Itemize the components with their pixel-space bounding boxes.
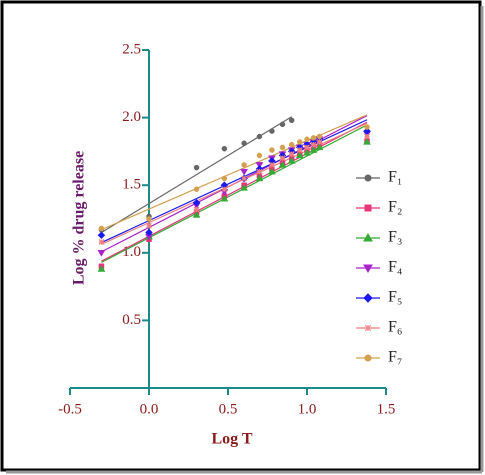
data-point — [240, 168, 249, 176]
x-tick-label: -0.5 — [58, 401, 82, 417]
legend-label: F₄ — [388, 259, 403, 276]
data-point — [279, 155, 286, 162]
data-point — [296, 147, 303, 153]
legend-marker — [364, 354, 372, 362]
legend-marker — [363, 293, 373, 303]
data-point — [241, 162, 247, 168]
data-point — [240, 183, 249, 191]
data-point — [278, 160, 287, 168]
data-point — [255, 174, 264, 182]
data-point — [145, 228, 153, 237]
data-point — [256, 152, 263, 159]
x-tick-label: 0.0 — [140, 401, 159, 417]
data-point — [256, 133, 263, 140]
trend-line — [101, 122, 368, 245]
data-point — [316, 139, 323, 145]
legend-label: F₃ — [388, 229, 402, 246]
y-tick-label: 1.5 — [122, 177, 141, 193]
trend-line — [101, 124, 368, 263]
legend-marker — [363, 264, 373, 274]
data-point — [295, 151, 304, 159]
data-point — [296, 139, 303, 145]
data-point — [315, 143, 324, 151]
data-point — [310, 141, 317, 148]
data-point — [288, 141, 295, 148]
legend-label: F₆ — [388, 319, 402, 336]
trend-line — [101, 121, 368, 262]
data-point — [192, 198, 201, 207]
x-tick-label: 1.0 — [298, 401, 317, 417]
data-point — [304, 136, 310, 142]
data-point — [98, 225, 105, 232]
data-point — [279, 121, 286, 128]
data-point — [256, 168, 263, 175]
legend-label: F₅ — [388, 289, 402, 306]
data-point — [316, 133, 323, 140]
data-point — [97, 265, 106, 272]
data-point — [221, 145, 228, 152]
data-point — [269, 147, 275, 153]
legend-marker — [364, 204, 372, 212]
y-tick-label: 2.0 — [122, 109, 141, 125]
data-point — [309, 146, 318, 153]
data-point — [288, 117, 295, 124]
legend-marker — [364, 174, 372, 182]
legend-label: F₁ — [388, 169, 402, 186]
data-point — [98, 239, 105, 245]
legend-label: F₂ — [388, 199, 402, 216]
data-point — [364, 124, 370, 130]
data-point — [303, 148, 311, 156]
data-point — [304, 144, 310, 151]
legend-marker — [364, 324, 372, 332]
data-point — [364, 133, 370, 140]
data-point — [241, 140, 247, 147]
data-point — [241, 175, 248, 182]
data-point — [279, 144, 286, 151]
data-point — [146, 216, 152, 222]
y-tick-label: 0.5 — [122, 312, 141, 328]
data-point — [268, 161, 275, 168]
data-point — [363, 137, 371, 145]
x-axis-title: Log T — [211, 431, 252, 448]
data-point — [193, 206, 200, 213]
y-tick-label: 2.5 — [122, 41, 141, 57]
data-point — [221, 175, 228, 182]
data-point — [193, 164, 200, 171]
legend-marker — [363, 232, 373, 242]
data-point — [288, 151, 295, 158]
data-point — [193, 186, 200, 192]
trend-line — [101, 119, 368, 244]
trend-line — [101, 114, 368, 231]
data-point — [221, 186, 228, 193]
data-point — [97, 231, 106, 240]
x-tick-label: 1.5 — [377, 401, 396, 417]
y-axis-title: Log % drug release — [71, 151, 88, 285]
data-point — [267, 167, 276, 175]
data-point — [287, 156, 296, 164]
data-point — [192, 210, 201, 218]
data-point — [220, 194, 229, 202]
data-point — [97, 250, 106, 257]
legend-label: F₇ — [388, 349, 402, 366]
data-point — [146, 222, 152, 229]
x-tick-label: 0.5 — [219, 401, 238, 417]
data-point — [310, 135, 317, 141]
data-point — [269, 128, 275, 134]
